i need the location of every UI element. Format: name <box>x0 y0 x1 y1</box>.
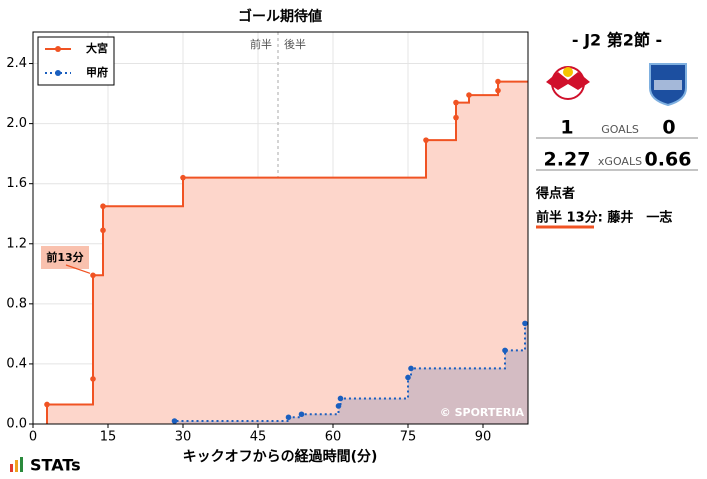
data-point <box>466 92 472 98</box>
away-xgoals: 0.66 <box>645 149 692 171</box>
home-xgoals: 2.27 <box>544 149 591 171</box>
data-point <box>495 78 501 85</box>
data-point <box>423 137 429 143</box>
plot-frame <box>32 31 529 425</box>
home-goals: 1 <box>560 117 573 139</box>
x-tick-label: 30 <box>175 430 192 445</box>
y-tick-label: 0.0 <box>6 417 27 432</box>
goals-label: GOALS <box>601 123 639 136</box>
annotation: 前13分 <box>46 250 83 264</box>
series-area <box>47 81 528 424</box>
chart-title: ゴール期待値 <box>238 8 322 25</box>
data-point <box>453 99 459 106</box>
data-point <box>171 418 178 424</box>
x-tick-label: 0 <box>29 430 37 445</box>
data-point <box>337 395 344 402</box>
data-point <box>285 414 292 421</box>
brand: STATs <box>30 456 81 475</box>
annotation-box <box>41 246 89 269</box>
scorers-title: 得点者 <box>535 186 575 202</box>
series-area <box>174 323 528 424</box>
x-tick-label: 45 <box>250 430 267 445</box>
logo-band <box>654 80 682 90</box>
data-point <box>100 227 106 234</box>
logo-bulls <box>546 72 590 90</box>
logo-bar <box>10 464 13 472</box>
y-tick-label: 2.0 <box>6 116 27 131</box>
home-logo <box>546 66 590 100</box>
legend-marker <box>55 70 61 76</box>
data-point <box>90 376 96 382</box>
logo-bar <box>20 457 23 472</box>
x-axis-label: キックオフからの経過時間(分) <box>183 448 378 465</box>
xgoals-label: xGOALS <box>598 155 642 168</box>
data-point <box>495 87 501 94</box>
match-title: - J2 第2節 - <box>572 31 662 50</box>
logo-sun <box>563 67 573 77</box>
halftime-label: 前半 <box>250 37 272 51</box>
legend-label: 大宮 <box>86 41 108 55</box>
y-tick-label: 1.6 <box>6 176 27 191</box>
data-point <box>298 411 305 418</box>
watermark: © SPORTERIA <box>440 406 525 419</box>
data-point <box>522 320 528 327</box>
brand-logo <box>10 457 23 472</box>
data-point <box>502 347 508 354</box>
legend-label: 甲府 <box>86 65 108 79</box>
data-point <box>90 272 96 279</box>
data-point <box>408 365 414 372</box>
x-tick-label: 75 <box>400 430 417 445</box>
legend-box <box>37 36 115 86</box>
x-tick-label: 60 <box>325 430 342 445</box>
logo-bar <box>15 460 18 472</box>
away-logo <box>649 63 687 107</box>
series-line <box>46 80 528 424</box>
away-goals: 0 <box>662 117 675 139</box>
data-point <box>44 401 50 408</box>
y-tick-label: 1.2 <box>6 236 27 251</box>
x-tick-label: 15 <box>100 430 117 445</box>
data-point <box>100 203 106 210</box>
x-tick-label: 90 <box>475 430 492 445</box>
data-point <box>405 374 411 381</box>
y-tick-label: 2.4 <box>6 56 27 71</box>
halftime-label: 後半 <box>284 37 306 51</box>
data-point <box>180 174 186 181</box>
scorer: 前半 13分: 藤井 一志 <box>536 210 672 226</box>
y-tick-label: 0.8 <box>6 296 27 311</box>
annotation-arrow <box>65 264 91 274</box>
legend-marker <box>55 46 61 52</box>
data-point <box>453 114 459 121</box>
y-tick-label: 0.4 <box>6 356 27 371</box>
data-point <box>335 403 342 409</box>
